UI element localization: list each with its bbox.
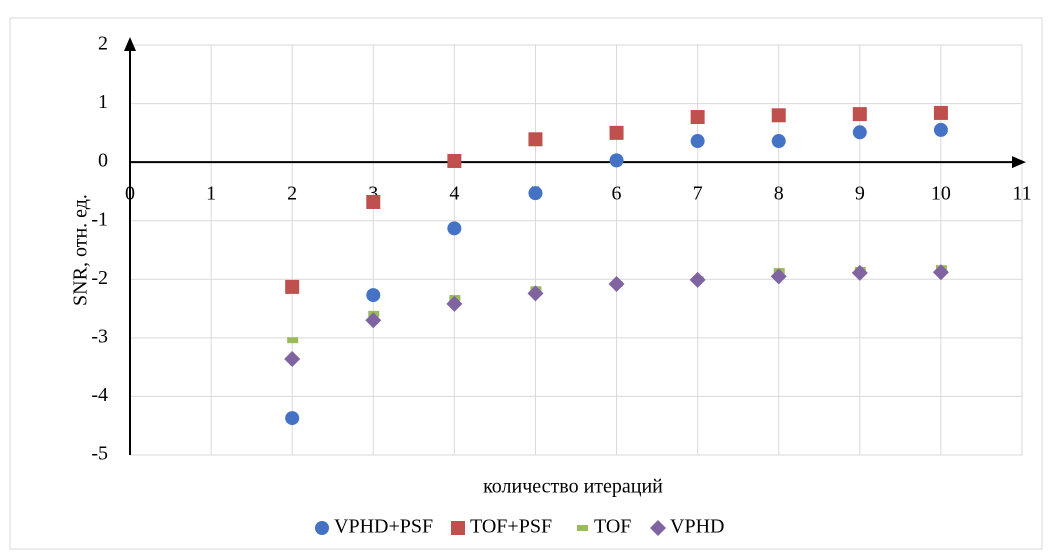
- x-tick-label: 8: [774, 183, 784, 205]
- y-tick-label: -1: [91, 208, 108, 230]
- point: [771, 108, 786, 123]
- y-tick-label: -2: [91, 267, 108, 289]
- legend-marker: [315, 521, 329, 535]
- legend-label: TOF: [594, 516, 631, 538]
- point: [851, 264, 868, 281]
- point: [447, 153, 462, 168]
- x-tick-label: 1: [206, 183, 216, 205]
- legend-label: VPHD: [670, 516, 724, 538]
- y-tick-label: -5: [91, 443, 108, 465]
- x-tick-label: 3: [368, 183, 378, 205]
- point: [690, 110, 705, 125]
- x-axis-label: количество итераций: [483, 476, 663, 498]
- x-tick-label: 10: [931, 183, 951, 205]
- y-tick-label: 0: [98, 150, 108, 172]
- point: [528, 186, 543, 201]
- y-tick-label: -4: [91, 384, 108, 406]
- point: [285, 411, 300, 426]
- x-tick-label: 6: [612, 183, 622, 205]
- point: [609, 125, 624, 140]
- chart-frame: [9, 17, 1043, 550]
- point: [771, 134, 786, 149]
- y-tick-label: 2: [98, 33, 108, 55]
- point: [528, 132, 543, 147]
- y-tick-label: 1: [98, 91, 108, 113]
- point: [852, 125, 867, 140]
- legend-marker: [577, 525, 588, 531]
- x-axis-arrow: [1012, 156, 1026, 169]
- point: [285, 279, 300, 294]
- x-tick-label: 9: [855, 183, 865, 205]
- legend-label: TOF+PSF: [470, 516, 552, 538]
- x-tick-label: 11: [1012, 183, 1031, 205]
- point: [609, 153, 624, 168]
- legend-marker: [650, 520, 666, 536]
- y-tick-label: -3: [91, 325, 108, 347]
- point: [366, 194, 381, 209]
- point: [770, 268, 787, 285]
- y-axis-label: SNR, отн. ед.: [70, 194, 92, 306]
- point: [527, 285, 544, 302]
- point: [852, 107, 867, 122]
- x-tick-label: 2: [287, 183, 297, 205]
- point: [446, 295, 463, 312]
- legend-marker: [451, 521, 465, 535]
- point: [608, 275, 625, 292]
- point: [690, 134, 705, 149]
- point: [933, 122, 948, 137]
- x-tick-label: 7: [693, 183, 703, 205]
- x-tick-label: 4: [449, 183, 459, 205]
- point: [287, 337, 299, 344]
- point: [365, 312, 382, 329]
- point: [932, 264, 949, 281]
- point: [284, 350, 301, 367]
- legend-label: VPHD+PSF: [334, 516, 433, 538]
- point: [366, 288, 381, 303]
- y-axis-arrow: [124, 37, 136, 51]
- point: [689, 271, 706, 288]
- point: [933, 105, 948, 120]
- point: [447, 221, 462, 236]
